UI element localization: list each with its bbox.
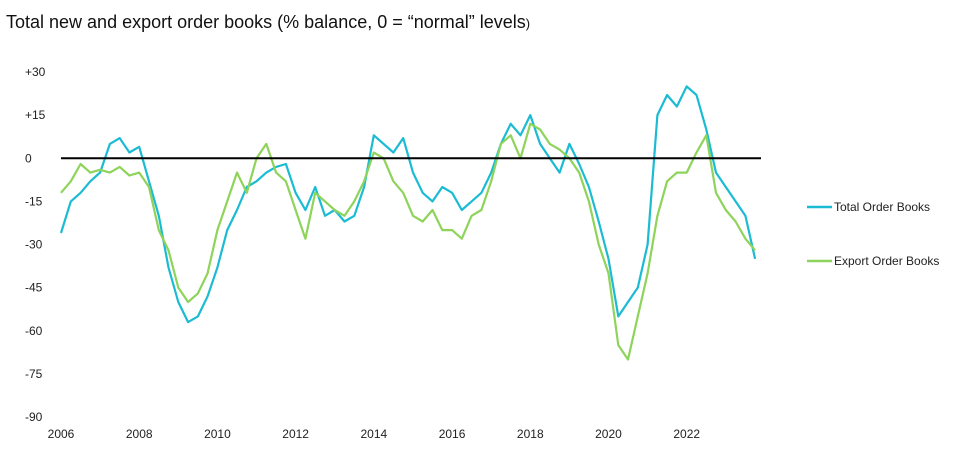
x-tick-label: 2016 <box>439 427 466 441</box>
legend-label-total: Total Order Books <box>834 200 930 214</box>
chart-title-paren: ) <box>525 16 531 31</box>
x-tick-label: 2008 <box>126 427 153 441</box>
y-tick-label: +15 <box>25 108 46 122</box>
x-tick-label: 2012 <box>282 427 309 441</box>
y-tick-label: -45 <box>25 281 43 295</box>
x-tick-label: 2014 <box>360 427 387 441</box>
x-tick-label: 2010 <box>204 427 231 441</box>
chart-title: Total new and export order books (% bala… <box>6 12 530 33</box>
y-tick-label: -30 <box>25 238 43 252</box>
x-tick-label: 2022 <box>673 427 700 441</box>
legend-label-export: Export Order Books <box>834 254 939 268</box>
y-tick-label: -60 <box>25 324 43 338</box>
export-order-books-line <box>60 122 756 361</box>
y-tick-label: -90 <box>25 410 43 424</box>
chart-title-main: Total new and export order books (% bala… <box>6 12 526 32</box>
y-tick-label: 0 <box>25 151 32 165</box>
y-tick-label: -15 <box>25 194 43 208</box>
x-tick-label: 2018 <box>517 427 544 441</box>
x-tick-label: 2020 <box>595 427 622 441</box>
y-tick-label: -75 <box>25 367 43 381</box>
y-tick-label: +30 <box>25 65 46 79</box>
total-order-books-line <box>59 85 757 324</box>
x-tick-label: 2006 <box>48 427 75 441</box>
